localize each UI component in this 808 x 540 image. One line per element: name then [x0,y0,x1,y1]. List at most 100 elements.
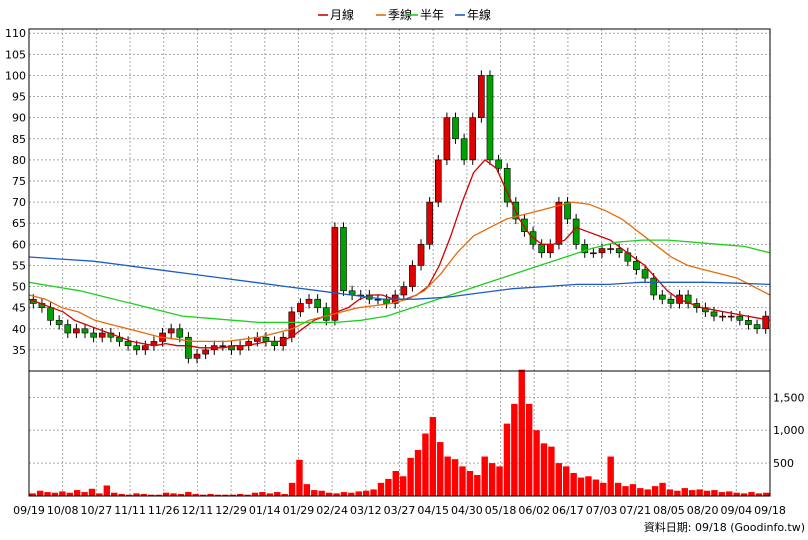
volume-bar [414,449,422,496]
candle-body [90,332,97,338]
x-tick-label: 04/30 [451,504,483,517]
candle-body [736,315,744,321]
volume-bar [726,491,733,496]
volume-bar [170,493,177,496]
y-tick-label: 110 [5,27,26,40]
candle-body [572,218,580,245]
candle-body [538,244,545,254]
candle-body [133,345,141,351]
candle-body [753,324,761,330]
volume-bar [29,493,36,496]
volume-bar [311,490,318,496]
volume-bar [696,489,703,496]
volume-bar [688,490,696,496]
candle-body [331,227,339,321]
volume-bar [748,492,755,496]
volume-bar [577,477,585,496]
volume-bar [540,443,548,496]
candle-body [727,315,735,318]
volume-bar [503,423,511,496]
volume-bar [488,463,496,496]
candle-body [417,244,425,266]
volume-bar [274,492,281,496]
volume-bar [563,466,570,496]
candle-body [409,265,416,287]
candle-body [598,248,606,254]
volume-bar [236,494,244,496]
volume-bar [481,456,488,496]
y-tick-label: 105 [5,48,26,61]
candle-body [193,353,201,359]
x-tick-label: 01/29 [283,504,315,517]
price-panel-frame [28,28,771,372]
candle-body [478,75,485,118]
x-tick-label: 07/03 [586,504,618,517]
legend-label-month: 月線 [330,7,354,22]
volume-bar [251,492,259,496]
volume-bar [229,494,236,496]
candle-body [322,307,330,321]
volume-bar [148,494,155,496]
candle-body [452,117,459,140]
y-tick-label: 85 [12,133,26,146]
candle-body [590,252,597,255]
volume-tick-label: 1,000 [773,424,805,437]
data-source-note: 資料日期: 09/18 (Goodinfo.tw) [644,520,805,534]
volume-bar [325,492,333,496]
volume-bar [385,478,392,496]
volume-bar [555,463,563,496]
x-tick-label: 12/29 [215,504,247,517]
volume-bar [444,456,451,496]
volume-bar [533,430,540,496]
y-tick-label: 90 [12,112,26,125]
x-tick-label: 09/04 [720,504,752,517]
volume-bar [622,486,629,496]
volume-bar [81,492,88,496]
volume-bar [437,442,444,496]
x-tick-label: 10/27 [81,504,113,517]
volume-bars [29,369,770,496]
x-tick-label: 09/19 [13,504,45,517]
volume-bar [659,482,666,496]
y-tick-label: 50 [12,281,26,294]
legend-label-quarter: 季線 [388,7,412,22]
x-tick-label: 06/02 [518,504,550,517]
volume-bar [607,456,614,496]
x-tick-label: 12/11 [182,504,214,517]
y-tick-label: 35 [12,344,26,357]
volume-bar [192,494,199,496]
volume-panel-frame [28,370,771,497]
candle-body [55,320,63,325]
volume-bar [222,494,229,496]
y-tick-label: 45 [12,302,26,315]
candle-body [710,311,718,317]
volume-bar [155,494,162,496]
volume-bar [288,482,296,496]
x-tick-label: 08/20 [687,504,719,517]
x-tick-label: 02/24 [316,504,348,517]
volume-bar [763,492,770,496]
y-tick-label: 100 [5,69,26,82]
candle-body [124,341,132,346]
volume-bar [755,493,763,496]
grid [29,29,770,496]
date-axis: 09/19 10/08 10/27 11/11 11/26 12/11 12/29 01/14… [13,504,786,517]
y-tick-label: 80 [12,154,26,167]
candle-body [142,345,149,351]
x-tick-label: 10/08 [47,504,79,517]
candle-body [684,294,692,304]
candle-body [176,328,184,338]
candle-body [98,332,106,338]
volume-bar [600,482,607,496]
volume-bar [133,493,140,496]
volume-bar [125,494,133,496]
candle-body [555,201,563,245]
x-tick-label: 09/18 [754,504,786,517]
volume-bar [118,494,125,496]
y-tick-label: 60 [12,238,26,251]
candle-body [81,328,89,334]
volume-bar [73,490,81,496]
volume-bar [266,493,274,496]
volume-bar [318,490,325,496]
